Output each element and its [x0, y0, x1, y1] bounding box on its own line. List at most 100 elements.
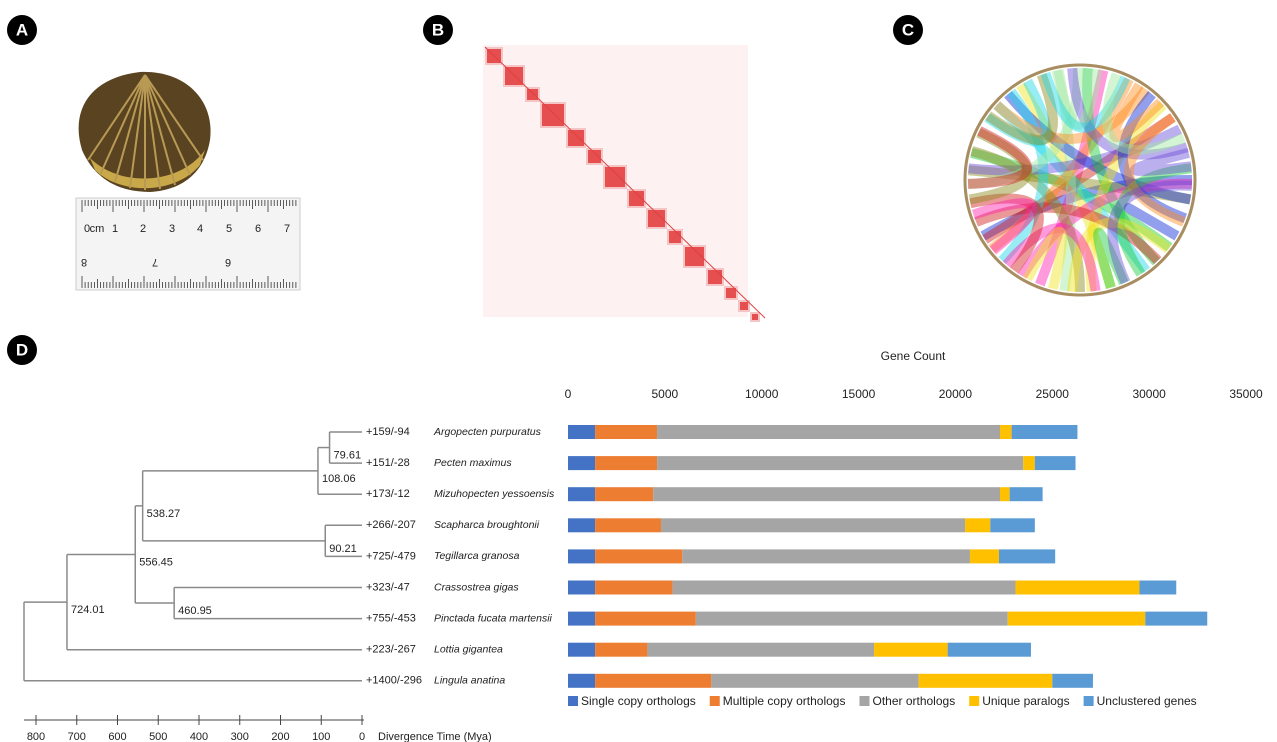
- bar-segment: [999, 487, 1010, 502]
- bar-segment: [595, 642, 648, 657]
- bar-segment: [999, 549, 1056, 564]
- bar-segment: [711, 673, 919, 688]
- bar-segment: [1034, 456, 1076, 471]
- species-name: Crassostrea gigas: [434, 581, 519, 593]
- hic-block: [568, 130, 584, 146]
- panel-a-photo: [75, 71, 301, 291]
- circos-link: [974, 202, 1162, 265]
- panel-label: A: [16, 20, 28, 39]
- circos-link: [1067, 217, 1172, 293]
- bar-segment: [874, 642, 948, 657]
- node-age: 79.61: [334, 449, 362, 461]
- loss-label: /-207: [391, 519, 416, 531]
- legend-label: Unclustered genes: [1097, 694, 1197, 708]
- circos-links: [967, 67, 1193, 293]
- badge-circle: [423, 15, 453, 45]
- circos-link: [970, 146, 1085, 293]
- ruler-label: 2: [140, 223, 146, 235]
- node-age: 538.27: [147, 508, 181, 520]
- loss-label: /-47: [391, 581, 410, 593]
- bar-segment: [682, 549, 970, 564]
- circos-link: [967, 165, 1192, 205]
- circos-link: [1082, 67, 1161, 266]
- species-name: Argopecten purpuratus: [433, 426, 542, 438]
- bar-segment: [653, 487, 1000, 502]
- badge-circle: [7, 335, 37, 365]
- legend-swatch: [709, 696, 720, 706]
- bar-segment: [1007, 611, 1146, 626]
- circos-link: [1053, 69, 1076, 292]
- bar-segment: [657, 456, 1024, 471]
- bar-segment: [1009, 487, 1043, 502]
- circos-link: [1018, 178, 1193, 279]
- gain-label: +173: [366, 488, 391, 500]
- ruler-label: 1: [112, 223, 118, 235]
- bar-segment: [1015, 580, 1140, 595]
- gain-label: +223: [366, 644, 391, 656]
- circos-link: [1035, 69, 1109, 287]
- chart-title: Gene Count: [881, 349, 946, 363]
- tree-axis-tick-label: 800: [27, 731, 45, 742]
- bar-segment: [568, 580, 596, 595]
- legend-label: Unique paralogs: [982, 694, 1069, 708]
- species-name: Lottia gigantea: [434, 643, 503, 655]
- ruler-label: 7: [284, 223, 290, 235]
- gain-label: +725: [366, 550, 391, 562]
- bar-segment: [595, 456, 658, 471]
- loss-label: /-453: [391, 613, 416, 625]
- loss-label: /-267: [391, 644, 416, 656]
- circos-link: [998, 88, 1049, 265]
- hic-block: [726, 288, 736, 298]
- bar-segment: [990, 518, 1035, 533]
- circos-link: [967, 67, 1084, 189]
- gain-label: +323: [366, 581, 391, 593]
- tree-axis-tick-label: 700: [68, 731, 86, 742]
- circos-link: [1067, 67, 1189, 160]
- circos-link: [1114, 163, 1192, 277]
- circos-ring: [963, 63, 1197, 297]
- x-tick-label: 15000: [842, 387, 876, 401]
- hic-block: [740, 302, 748, 310]
- panel-labels: A B C D: [7, 15, 923, 365]
- bar-segment: [695, 611, 1008, 626]
- panel-c-circos: [963, 63, 1197, 297]
- badge-circle: [7, 15, 37, 45]
- bar-segment: [595, 487, 654, 502]
- bar-segment: [595, 549, 683, 564]
- bar-segment: [595, 580, 673, 595]
- circos-link: [970, 148, 1173, 252]
- hic-diagonal-line: [484, 46, 766, 319]
- bar-segment: [595, 673, 712, 688]
- bar-segment: [947, 642, 1031, 657]
- loss-label: /-28: [391, 457, 410, 469]
- tree-axis-tick-label: 0: [359, 731, 365, 742]
- circos-link: [1023, 226, 1068, 290]
- circos-link: [967, 126, 1032, 189]
- tree-axis-tick-label: 300: [231, 731, 249, 742]
- species-name: Pinctada fucata martensii: [434, 612, 553, 624]
- bar-segment: [965, 518, 991, 533]
- species-name: Mizuhopecten yessoensis: [434, 488, 555, 500]
- hic-block: [669, 231, 681, 243]
- circos-link: [1004, 90, 1192, 205]
- species-name: Scapharca broughtonii: [434, 519, 540, 531]
- circos-link: [1016, 82, 1116, 290]
- gain-label: +755: [366, 613, 391, 625]
- tree-axis-label: Divergence Time (Mya): [378, 731, 492, 742]
- ruler-label: 6: [255, 223, 261, 235]
- panel-b-hic: [483, 45, 766, 322]
- circos-link: [985, 73, 1058, 146]
- legend-label: Single copy orthologs: [581, 694, 696, 708]
- legend-swatch: [969, 696, 980, 706]
- x-tick-label: 20000: [939, 387, 973, 401]
- bar-segment: [568, 611, 596, 626]
- gain-label: +1400: [366, 675, 397, 687]
- bar-segment: [969, 549, 1000, 564]
- node-age: 108.06: [322, 473, 356, 485]
- loss-label: /-296: [397, 675, 422, 687]
- bar-segment: [1023, 456, 1035, 471]
- hic-block: [629, 191, 644, 206]
- ruler-label: 8: [81, 256, 87, 268]
- tree-axis-tick-label: 400: [190, 731, 208, 742]
